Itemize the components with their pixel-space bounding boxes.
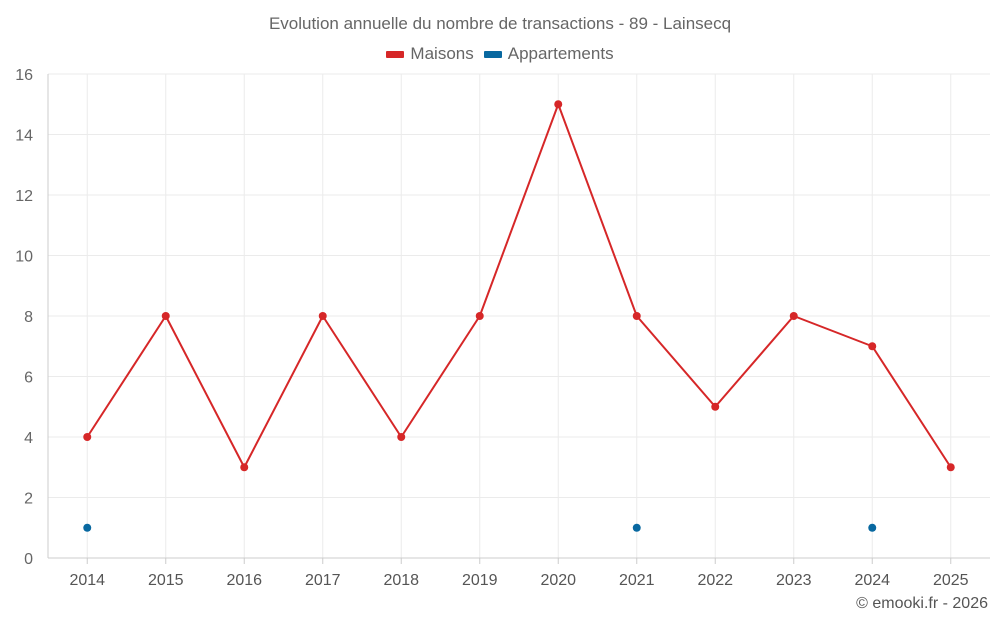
point-maisons-2019 <box>475 312 484 320</box>
series-layer <box>83 100 955 532</box>
grid <box>48 73 990 558</box>
x-tick-label-2025: 2025 <box>933 572 969 589</box>
y-tick-label-12: 12 <box>15 188 33 205</box>
point-maisons-2016 <box>240 463 249 472</box>
x-tick-label-2016: 2016 <box>226 572 262 589</box>
point-maisons-2014 <box>83 433 92 441</box>
y-tick-label-6: 6 <box>24 370 33 387</box>
x-tick-label-2019: 2019 <box>462 572 498 589</box>
point-maisons-2021 <box>632 312 641 320</box>
point-maisons-2020 <box>554 100 563 109</box>
x-tick-label-2022: 2022 <box>697 572 733 589</box>
y-tick-label-2: 2 <box>24 491 33 508</box>
series-line-maisons <box>86 103 952 469</box>
axes: 0 2 4 6 8 10 12 14 16 2014 2015 2016 2017 2018 2019 202… <box>15 67 990 589</box>
y-tick-label-16: 16 <box>15 67 33 84</box>
x-tick-label-2018: 2018 <box>383 572 419 589</box>
point-appartements-2021 <box>632 523 641 532</box>
point-maisons-2022 <box>711 402 720 411</box>
x-tick-label-2021: 2021 <box>619 572 655 589</box>
x-tick-label-2015: 2015 <box>148 572 184 589</box>
legend-label-appartements: Appartements <box>507 44 614 63</box>
chart-title: Evolution annuelle du nombre de transact… <box>268 14 732 33</box>
legend-swatch-maisons <box>386 50 405 58</box>
x-tick-label-2024: 2024 <box>854 572 890 589</box>
y-tick-label-8: 8 <box>24 309 33 326</box>
x-tick-label-2014: 2014 <box>69 572 105 589</box>
y-tick-label-4: 4 <box>24 430 33 447</box>
legend-label-maisons: Maisons <box>410 44 474 63</box>
credit-text: © emooki.fr - 2026 <box>856 595 988 612</box>
y-tick-label-14: 14 <box>15 128 33 145</box>
legend-item-appartements[interactable]: Appartements <box>483 44 614 64</box>
y-tick-label-10: 10 <box>15 249 33 266</box>
x-tick-label-2017: 2017 <box>305 572 341 589</box>
point-maisons-2023 <box>789 312 798 320</box>
point-appartements-2014 <box>83 523 92 532</box>
x-tick-label-2023: 2023 <box>776 572 812 589</box>
y-tick-label-0: 0 <box>24 551 33 568</box>
point-maisons-2018 <box>397 433 406 441</box>
legend-swatch-appartements <box>483 50 502 58</box>
x-tick-label-2020: 2020 <box>540 572 576 589</box>
legend: Maisons Appartements <box>0 44 1000 64</box>
legend-item-maisons[interactable]: Maisons <box>386 44 474 64</box>
point-appartements-2024 <box>868 523 877 532</box>
point-maisons-2015 <box>161 312 170 320</box>
point-maisons-2024 <box>868 342 877 351</box>
point-maisons-2017 <box>318 312 327 320</box>
point-maisons-2025 <box>946 463 955 472</box>
